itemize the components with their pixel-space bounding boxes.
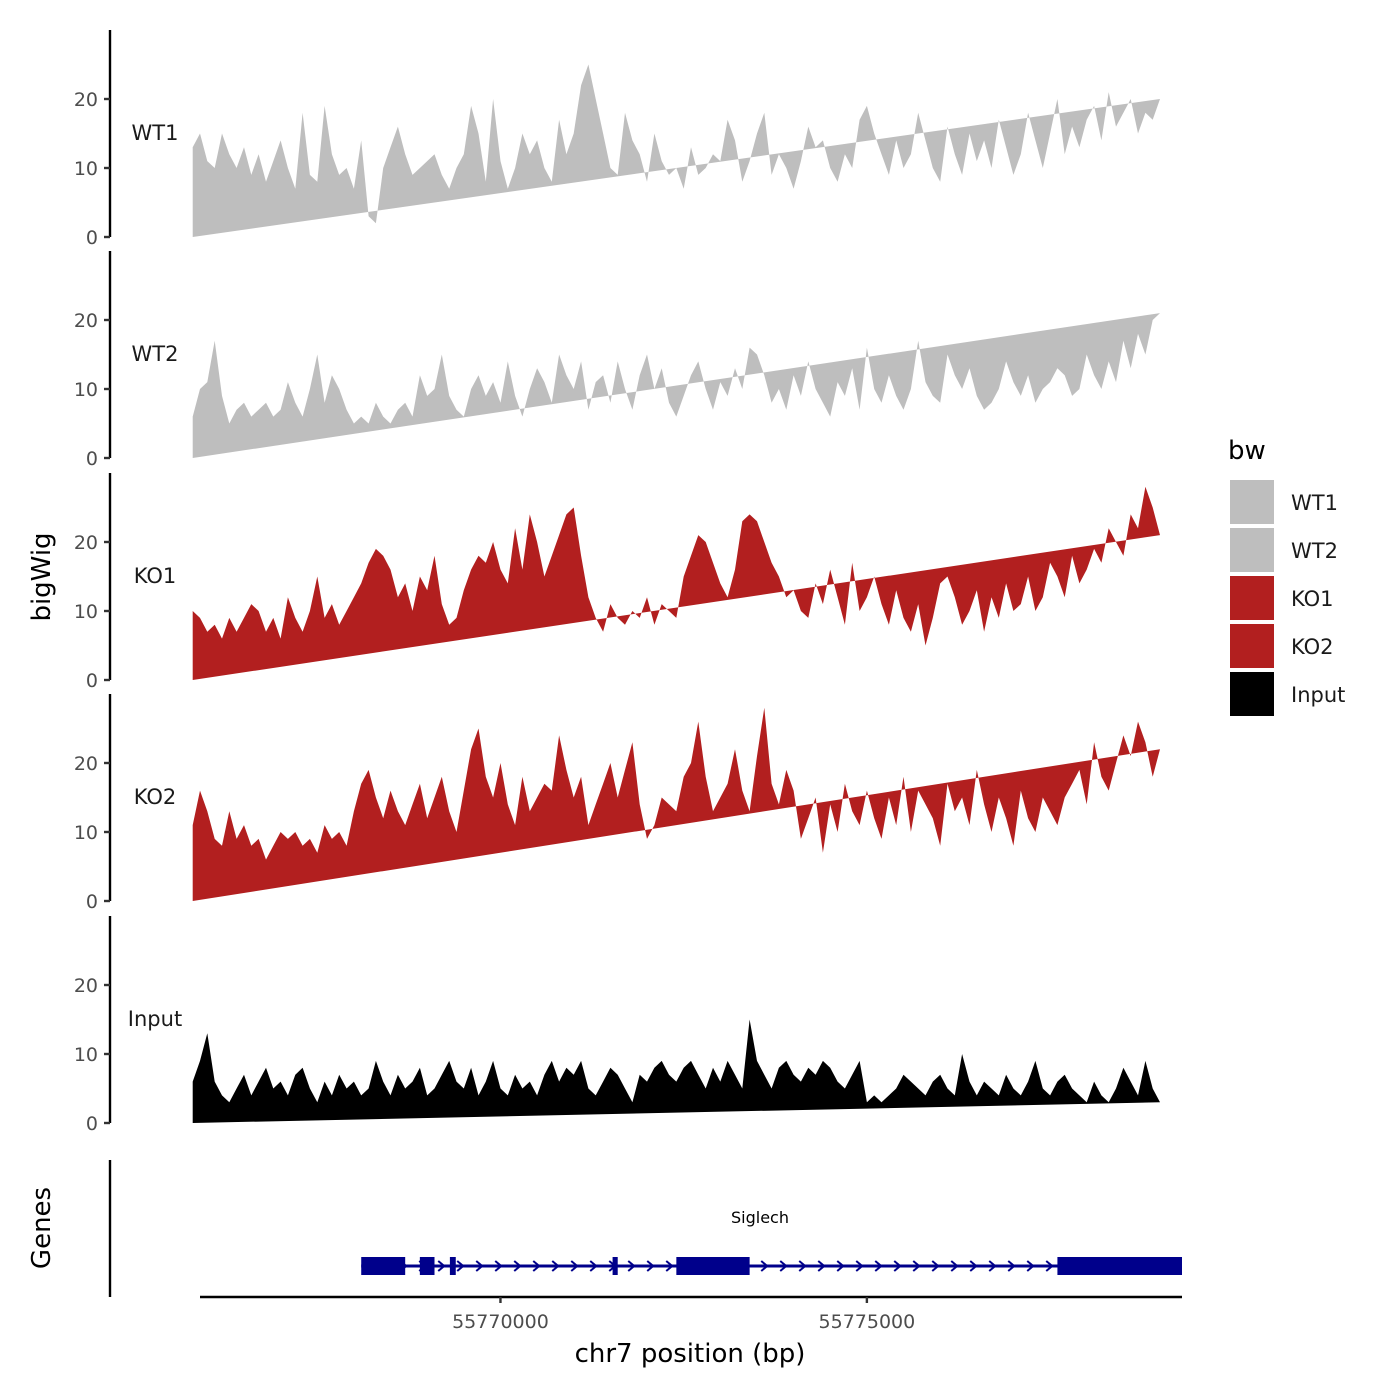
gene-exon	[419, 1257, 435, 1275]
strand-arrow	[646, 1260, 655, 1272]
legend-label-input: Input	[1291, 683, 1345, 707]
gene-exon	[676, 1257, 750, 1275]
track-label: WT1	[132, 121, 179, 145]
strand-arrow	[836, 1260, 845, 1272]
strand-arrow	[513, 1260, 522, 1272]
y-tick-label: 10	[74, 1044, 98, 1066]
legend-swatch-input	[1230, 672, 1274, 716]
strand-arrow	[760, 1260, 769, 1272]
legend-label-wt2: WT2	[1291, 539, 1338, 563]
y-tick-label: 20	[74, 975, 98, 997]
y-tick-label: 20	[74, 753, 98, 775]
coverage-area-wt1	[192, 64, 1160, 237]
strand-arrow	[589, 1260, 598, 1272]
track-panels: 0 10 20 WT1 0 10 20 WT2 0 10 20 KO1 0 10 20 KO2 0 10 20 Inp…	[74, 30, 1160, 1135]
legend-label-ko1: KO1	[1291, 587, 1334, 611]
coverage-area-ko1	[192, 486, 1160, 680]
legend-label-ko2: KO2	[1291, 635, 1334, 659]
track-ko1: 0 10 20 KO1	[74, 473, 1160, 692]
y-tick-label: 0	[86, 448, 98, 470]
x-tick-label: 55770000	[452, 1311, 549, 1333]
strand-arrow	[475, 1260, 484, 1272]
strand-arrow	[855, 1260, 864, 1272]
strand-arrow	[1007, 1260, 1016, 1272]
gene-track: Siglech	[108, 1160, 1182, 1297]
gene-exon	[361, 1257, 406, 1275]
strand-arrow	[570, 1260, 579, 1272]
y-tick-label: 20	[74, 89, 98, 111]
track-ko2: 0 10 20 KO2	[74, 694, 1160, 913]
y-tick-label: 20	[74, 532, 98, 554]
gene-exon	[1057, 1257, 1182, 1275]
strand-arrow	[665, 1260, 674, 1272]
coverage-area-ko2	[192, 707, 1160, 901]
track-label: KO1	[134, 564, 177, 588]
strand-arrow	[874, 1260, 883, 1272]
x-axis: 55770000 55775000	[200, 1295, 1182, 1333]
track-wt1: 0 10 20 WT1	[74, 30, 1160, 249]
y-tick-label: 0	[86, 1113, 98, 1135]
legend: bw WT1 WT2 KO1 KO2 Input	[1228, 436, 1345, 716]
strand-arrow	[532, 1260, 541, 1272]
coverage-area-wt2	[192, 313, 1160, 458]
y-tick-label: 0	[86, 227, 98, 249]
track-label: KO2	[134, 785, 177, 809]
strand-arrow	[893, 1260, 902, 1272]
strand-arrow	[779, 1260, 788, 1272]
strand-arrow	[988, 1260, 997, 1272]
y-tick-label: 20	[74, 310, 98, 332]
strand-arrow	[969, 1260, 978, 1272]
gene-track-title: Genes	[27, 1187, 57, 1269]
gene-exon	[612, 1257, 618, 1275]
strand-arrow	[1045, 1260, 1054, 1272]
strand-arrow	[950, 1260, 959, 1272]
strand-arrow	[817, 1260, 826, 1272]
y-tick-label: 0	[86, 670, 98, 692]
strand-arrow	[627, 1260, 636, 1272]
legend-title: bw	[1228, 436, 1266, 466]
track-input: 0 10 20 Input	[74, 916, 1160, 1135]
track-label: Input	[128, 1007, 182, 1031]
y-tick-label: 10	[74, 158, 98, 180]
y-axis-title: bigWig	[27, 532, 57, 621]
x-tick-label: 55775000	[819, 1311, 916, 1333]
track-wt2: 0 10 20 WT2	[74, 251, 1160, 470]
y-tick-label: 10	[74, 601, 98, 623]
strand-arrow	[798, 1260, 807, 1272]
legend-swatch-ko1	[1230, 576, 1274, 620]
strand-arrow	[931, 1260, 940, 1272]
y-tick-label: 10	[74, 379, 98, 401]
legend-swatch-ko2	[1230, 624, 1274, 668]
strand-arrow	[551, 1260, 560, 1272]
legend-swatch-wt2	[1230, 528, 1274, 572]
y-tick-label: 0	[86, 891, 98, 913]
strand-arrow	[437, 1260, 446, 1272]
strand-arrow	[456, 1260, 465, 1272]
strand-arrow	[494, 1260, 503, 1272]
legend-swatch-wt1	[1230, 480, 1274, 524]
coverage-area-input	[192, 1019, 1160, 1123]
track-label: WT2	[132, 342, 179, 366]
gene-name-label: Siglech	[731, 1208, 789, 1227]
x-axis-title: chr7 position (bp)	[575, 1339, 806, 1369]
gene-exon	[449, 1257, 456, 1275]
strand-arrow	[912, 1260, 921, 1272]
legend-label-wt1: WT1	[1291, 491, 1338, 515]
strand-arrow	[1026, 1260, 1035, 1272]
y-tick-label: 10	[74, 822, 98, 844]
